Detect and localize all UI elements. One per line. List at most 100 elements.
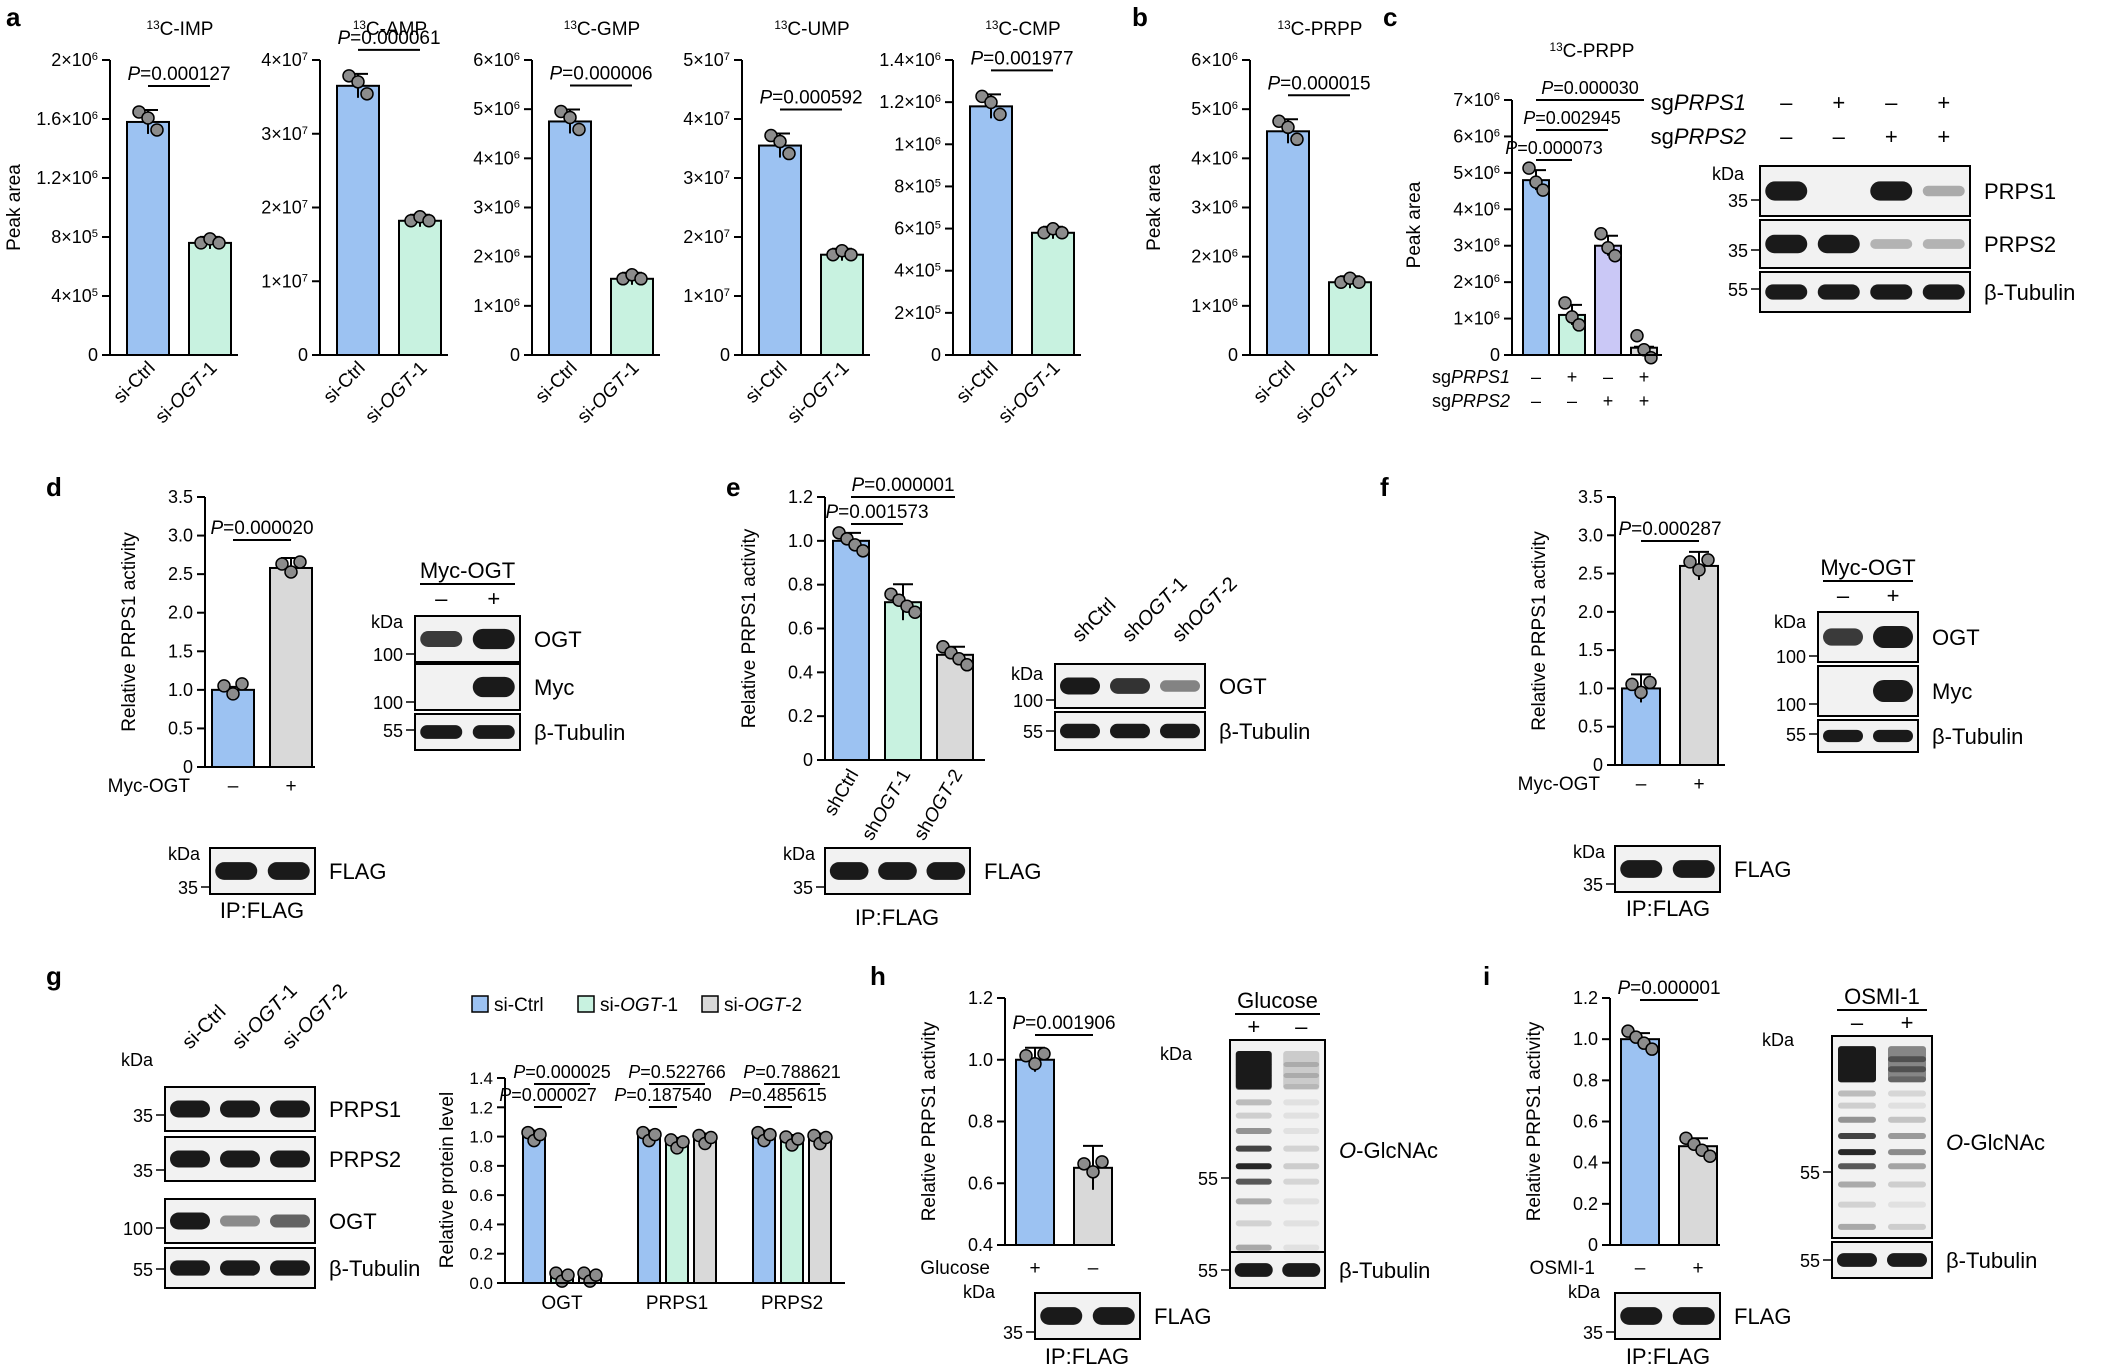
condition-sign: – [1780,124,1793,149]
p-value-label: P=0.000001 [1617,978,1720,999]
blot-e-flag [824,847,971,895]
p-value-label: P=0.000001 [851,475,954,496]
text-part: =0.000006 [562,63,652,84]
p-value-label: P=0.000020 [210,518,313,539]
text-part: sg [1432,367,1451,387]
text-part: 6 [1232,248,1238,260]
y-tick-label: 4×107 [261,50,308,70]
blot-band [1888,1132,1926,1139]
panel-letter: a [6,2,21,32]
mw-marker: 35 [133,1106,153,1126]
blot-band [1888,1116,1926,1123]
y-axis-label: Relative PRPS1 activity [739,528,760,728]
blot-band [1282,1263,1321,1277]
text-part: P [210,518,223,539]
blot-label: β-Tubulin [1984,280,2075,305]
p-value-label: P=0.000061 [337,28,440,49]
text-part: -2 [785,995,802,1016]
blot-band [270,1260,310,1276]
p-value-label: P=0.000025 [513,1062,611,1082]
text-part: 1.6×10 [36,109,92,129]
text-part: P [513,1062,525,1082]
text-part: 2.5 [1578,564,1603,584]
y-tick-label: 4×106 [1191,148,1238,168]
lane-label: si-Ctrl [178,1001,230,1053]
text-part: 4×10 [894,261,935,281]
data-point [1019,1049,1033,1063]
text-part: 6 [1494,127,1500,139]
text-part: 1×10 [894,134,935,154]
y-tick-label: 0 [183,757,193,777]
y-axis-g [497,1077,506,1284]
condition-sign: + [1567,367,1578,387]
y-axis-label: Relative PRPS1 activity [1524,1021,1545,1221]
text-part: P [1012,1013,1025,1034]
text-part: 6 [1494,310,1500,322]
condition-sign: – [1780,90,1793,115]
text-part: 3×10 [683,168,724,188]
text-part: 0 [510,345,520,365]
mw-marker: 35 [1728,191,1748,211]
text-part: 0.2 [1573,1194,1598,1214]
text-part: 13 [353,19,367,32]
text-part: 5 [935,262,941,274]
data-point [1701,553,1715,567]
y-tick-label: 0.6 [968,1173,993,1193]
text-part: 6×10 [473,50,514,70]
text-part: 1×10 [1191,296,1232,316]
p-value-label: P=0.000592 [759,88,862,109]
data-point [572,122,586,137]
text-part: 13 [1278,19,1292,32]
blot-f-flag [1614,845,1721,893]
data-point [1028,1057,1042,1071]
blot-band [1838,1076,1876,1083]
x-tick-label: si-Ctrl [1250,358,1300,408]
y-tick-label: 5×106 [1191,99,1238,119]
text-part: 5×10 [1453,163,1494,183]
text-part: 6 [514,51,520,63]
mw-marker: 100 [123,1219,153,1239]
blot-band [1838,1181,1876,1188]
condition-sign: – [1088,1258,1099,1279]
glcnac-smear-lane [1283,1051,1320,1251]
condition-row-label: OSMI-1 [1530,1258,1595,1279]
blot-band [1283,1128,1320,1134]
x-tick-label: shOGT-2 [910,766,967,844]
y-tick-label: 3.5 [1578,487,1603,507]
text-part: =0.000592 [772,88,862,109]
text-part: 2.5 [168,564,193,584]
text-part: 1×10 [683,286,724,306]
text-part: 0 [298,345,308,365]
blot-label: PRPS1 [329,1097,401,1122]
blot-g-prps2 [164,1136,316,1182]
data-point [984,95,998,110]
y-tick-label: 6×106 [1453,126,1500,146]
text-part: =0.000027 [511,1085,597,1105]
y-tick-label: 1.4×106 [879,50,941,70]
text-part: O [1339,1138,1356,1163]
blot-band [170,1150,210,1168]
text-part: 6 [1494,273,1500,285]
blot-band [1283,1051,1320,1067]
blot-band [1235,1163,1272,1170]
text-part: si- [600,995,620,1016]
text-part: sg [1432,391,1451,411]
text-part: 6 [514,297,520,309]
condition-sign: – [1295,1014,1308,1039]
blot-band [472,725,515,739]
legend-label: si-OGT-2 [724,995,802,1016]
kda-label: kDa [783,844,816,864]
blot-band [420,631,463,647]
blot-label: OGT [1219,674,1267,699]
condition-sign: – [1837,583,1850,608]
data-point [1692,563,1706,577]
text-part: 2.0 [1578,602,1603,622]
mw-marker: 35 [1728,241,1748,261]
y-tick-label: 0.4 [469,1215,493,1234]
y-tick-label: 0.8 [788,575,813,595]
blot-band [1235,1244,1272,1251]
blot-band [1235,1220,1272,1227]
text-part: 0.4 [968,1235,993,1255]
y-tick-label: 0.6 [788,619,813,639]
blot-band [1620,860,1663,878]
